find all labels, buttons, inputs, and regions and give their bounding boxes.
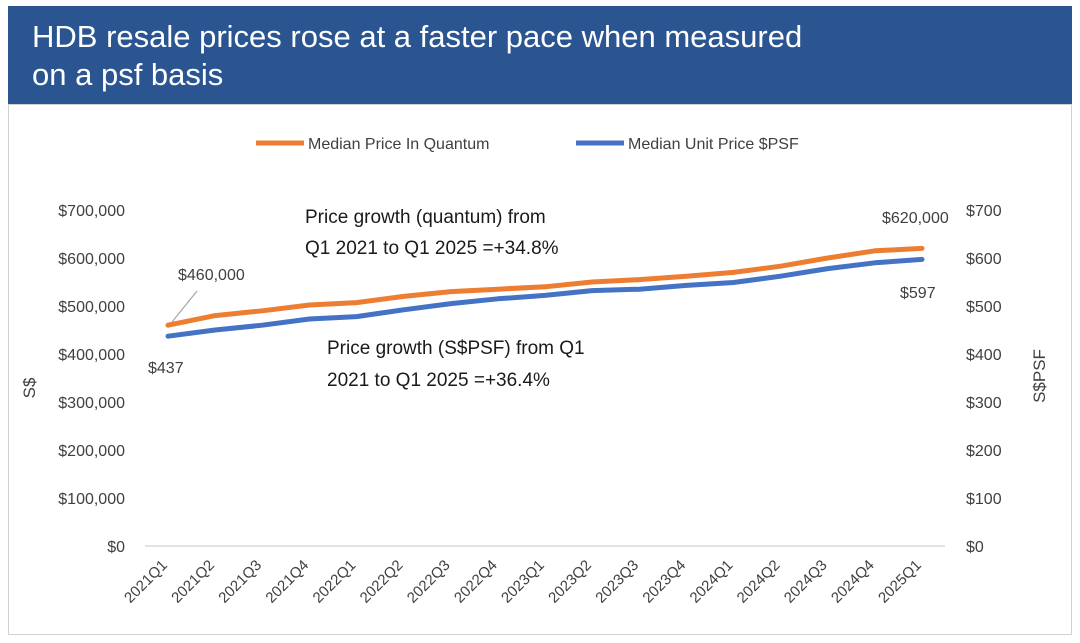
y-tick-label-left: $300,000 [58,395,125,412]
y-tick-label-right: $100 [966,491,1002,508]
x-tick-label: 2024Q4 [828,557,878,607]
x-tick-label: 2023Q2 [545,557,595,607]
y-tick-label-left: $100,000 [58,491,125,508]
x-tick-label: 2021Q1 [121,557,171,607]
y-tick-label-right: $600 [966,251,1002,268]
label-end-quantum: $620,000 [882,210,949,227]
title-banner: HDB resale prices rose at a faster pace … [8,6,1072,104]
x-tick-label: 2022Q1 [310,557,360,607]
x-tick-label: 2022Q2 [357,557,407,607]
x-tick-label: 2022Q3 [404,557,454,607]
y-tick-label-left: $600,000 [58,251,125,268]
x-tick-label: 2024Q3 [781,557,831,607]
y-tick-label-right: $300 [966,395,1002,412]
y-tick-label-left: $400,000 [58,347,125,364]
legend: Median Price In Quantum Median Unit Pric… [256,136,799,153]
note-quantum-growth-2: Q1 2021 to Q1 2025 =+34.8% [305,238,559,259]
series-lines [165,245,925,339]
leader-line-start [171,290,198,323]
x-tick-label: 2024Q1 [687,557,737,607]
note-psf-growth-1: Price growth (S$PSF) from Q1 [327,338,585,359]
x-tick-label: 2021Q3 [215,557,265,607]
chart-title-line-1: HDB resale prices rose at a faster pace … [32,19,803,54]
y-tick-label-left: $200,000 [58,443,125,460]
y-axis-title-right: S$PSF [1030,349,1049,403]
y-axis-title-left: S$ [20,377,39,398]
y-ticks-right: $0 $100 $200 $300 $400 $500 $600 $700 [966,203,1002,556]
legend-label-quantum: Median Price In Quantum [308,136,489,153]
series-line-quantum [165,245,925,328]
note-quantum-growth-1: Price growth (quantum) from [305,207,546,228]
x-tick-label: 2023Q3 [592,557,642,607]
x-tick-label: 2025Q1 [875,557,925,607]
label-start-psf: $437 [148,360,184,377]
y-ticks-left: $0 $100,000 $200,000 $300,000 $400,000 $500,0… [58,203,125,556]
x-tick-label: 2021Q4 [262,557,312,607]
y-tick-label-right: $400 [966,347,1002,364]
label-end-psf: $597 [900,285,936,302]
x-tick-label: 2023Q4 [639,557,689,607]
y-tick-label-right: $200 [966,443,1002,460]
series-line-psf [165,256,925,339]
y-tick-label-right: $500 [966,299,1002,316]
y-tick-label-left: $500,000 [58,299,125,316]
note-psf-growth-2: 2021 to Q1 2025 =+36.4% [327,370,550,391]
x-tick-label: 2024Q2 [734,557,784,607]
y-tick-label-left: $0 [107,539,125,556]
x-tick-label: 2023Q1 [498,557,548,607]
y-tick-label-left: $700,000 [58,203,125,220]
x-tick-label: 2021Q2 [168,557,218,607]
x-tick-label: 2022Q4 [451,557,501,607]
y-tick-label-right: $700 [966,203,1002,220]
legend-label-psf: Median Unit Price $PSF [628,136,799,153]
label-start-quantum: $460,000 [178,267,245,284]
y-tick-label-right: $0 [966,539,984,556]
x-ticks: 2021Q12021Q22021Q32021Q42022Q12022Q22022… [121,557,925,607]
chart-title-line-2: on a psf basis [32,57,224,92]
